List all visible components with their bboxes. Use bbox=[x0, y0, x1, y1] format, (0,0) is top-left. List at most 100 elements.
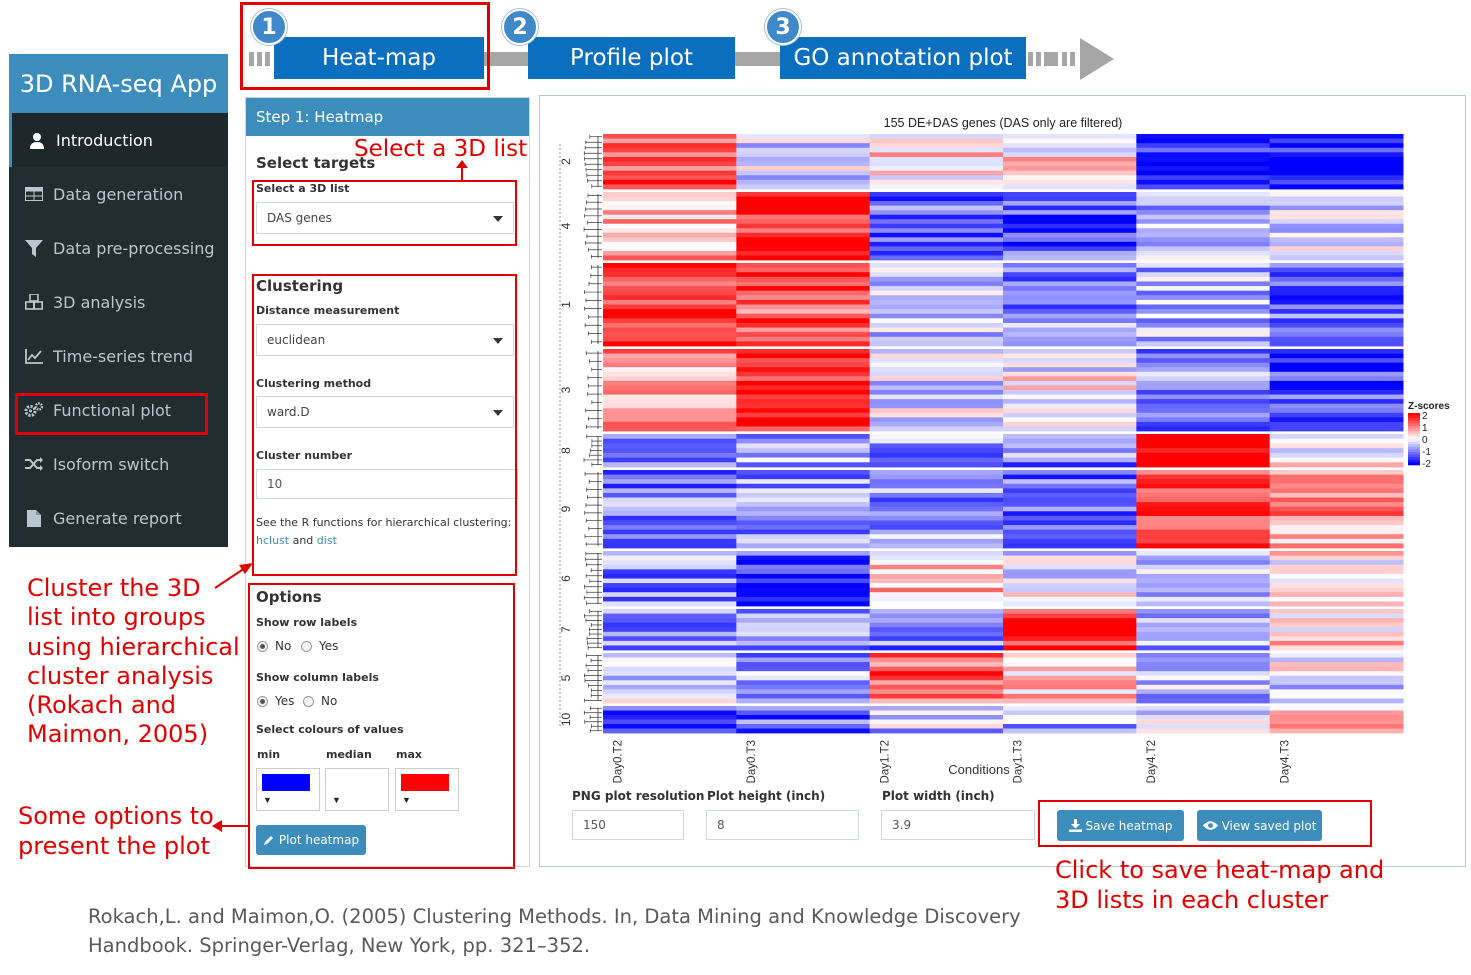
annotation-options-note: Some options to present the plot bbox=[18, 802, 214, 860]
heatmap-cell bbox=[1136, 698, 1271, 704]
heatmap-cell bbox=[1136, 385, 1271, 391]
heatmap-cell bbox=[869, 250, 1004, 256]
arrow-left-icon bbox=[212, 820, 250, 832]
heatmap-cell bbox=[1003, 232, 1137, 238]
sidebar-item-time-series-trend[interactable]: Time-series trend bbox=[9, 329, 228, 383]
heatmap-cell bbox=[603, 309, 737, 315]
median-colour-picker[interactable]: ▼ bbox=[325, 768, 389, 811]
heatmap-cell bbox=[869, 497, 1004, 503]
hclust-link[interactable]: hclust bbox=[256, 534, 290, 547]
heatmap-cell bbox=[869, 237, 1004, 243]
heatmap-cell bbox=[1269, 693, 1404, 699]
min-colour-picker[interactable]: ▼ bbox=[256, 768, 320, 811]
heatmap-cell bbox=[1269, 497, 1404, 503]
step-profile-plot[interactable]: Profile plot bbox=[528, 37, 735, 79]
heatmap-cell bbox=[1269, 636, 1404, 642]
heatmap-cell bbox=[1269, 417, 1404, 423]
heatmap-cell bbox=[603, 281, 737, 287]
heatmap-cell bbox=[1269, 538, 1404, 544]
heatmap-cell bbox=[1136, 205, 1271, 211]
heatmap-cell bbox=[603, 192, 737, 197]
heatmap-cell bbox=[1269, 175, 1404, 181]
dist-link[interactable]: dist bbox=[316, 534, 337, 547]
step-number-2: 2 bbox=[502, 9, 538, 45]
sidebar-item-data-generation[interactable]: Data generation bbox=[9, 167, 228, 221]
heatmap-cell bbox=[736, 272, 871, 278]
max-colour-picker[interactable]: ▼ bbox=[395, 768, 459, 811]
heatmap-cell bbox=[603, 138, 737, 144]
heatmap-cell bbox=[1269, 483, 1404, 489]
heatmap-cell bbox=[1136, 152, 1271, 158]
heatmap-cell bbox=[1269, 578, 1404, 584]
resolution-input[interactable]: 150 bbox=[572, 810, 684, 840]
heatmap-cell bbox=[736, 376, 871, 382]
heatmap-cell bbox=[1269, 520, 1404, 526]
heatmap-cell bbox=[736, 698, 871, 704]
plot-height-input[interactable]: 8 bbox=[706, 810, 859, 840]
heatmap-cell bbox=[869, 232, 1004, 238]
heatmap-cell bbox=[603, 295, 737, 301]
connector-1-2 bbox=[484, 52, 530, 66]
3d-list-select[interactable]: DAS genes bbox=[256, 202, 514, 234]
col-labels-no-radio[interactable]: No bbox=[303, 694, 337, 708]
legend-tick: -1 bbox=[1422, 447, 1431, 458]
plot-heatmap-button[interactable]: Plot heatmap bbox=[256, 825, 366, 855]
sidebar-item-generate-report[interactable]: Generate report bbox=[9, 491, 228, 545]
heatmap-cell bbox=[1003, 578, 1137, 584]
heatmap-cell bbox=[869, 332, 1004, 338]
sidebar-item-functional-plot[interactable]: Functional plot bbox=[9, 383, 228, 437]
heatmap-cell bbox=[1136, 170, 1271, 176]
heatmap-cell bbox=[603, 232, 737, 238]
step-go-annotation-plot[interactable]: GO annotation plot bbox=[780, 37, 1026, 79]
heatmap-cell bbox=[603, 134, 737, 139]
sidebar-item-3d-analysis[interactable]: 3D analysis bbox=[9, 275, 228, 329]
heatmap-cell bbox=[1136, 192, 1271, 197]
heatmap-cell bbox=[1003, 534, 1137, 540]
heatmap-cell bbox=[869, 474, 1004, 480]
highlight-clustering bbox=[252, 274, 517, 576]
heatmap-cell bbox=[736, 653, 871, 658]
heatmap-cell bbox=[1269, 492, 1404, 498]
heatmap-cell bbox=[1136, 502, 1271, 508]
heatmap-cell bbox=[1269, 684, 1404, 690]
heatmap-cell bbox=[603, 179, 737, 185]
legend-gradient-step bbox=[1408, 436, 1420, 440]
heatmap-cell bbox=[1003, 353, 1137, 359]
clustering-method-select[interactable]: ward.D bbox=[256, 396, 514, 428]
heatmap-cell bbox=[1136, 161, 1271, 167]
cluster-number-input[interactable]: 10 bbox=[256, 469, 518, 499]
sidebar-item-introduction[interactable]: Introduction bbox=[9, 113, 228, 167]
heatmap-cell bbox=[869, 462, 1004, 468]
row-labels-no-radio[interactable]: No bbox=[257, 639, 291, 653]
heatmap-cell bbox=[603, 662, 737, 668]
see-functions-text: See the R functions for hierarchical clu… bbox=[256, 516, 512, 529]
heatmap-cell bbox=[1003, 295, 1137, 301]
radio-checked-icon bbox=[257, 640, 268, 652]
save-heatmap-button[interactable]: Save heatmap bbox=[1057, 810, 1184, 841]
sidebar-item-data-pre-processing[interactable]: Data pre-processing bbox=[9, 221, 228, 275]
heatmap-cell bbox=[603, 341, 737, 347]
heatmap-cell bbox=[1136, 675, 1271, 681]
step-heatmap[interactable]: Heat-map bbox=[274, 37, 484, 79]
distance-select[interactable]: euclidean bbox=[256, 324, 514, 356]
heatmap-cell bbox=[1136, 179, 1271, 185]
heatmap-cell bbox=[869, 689, 1004, 695]
heatmap-cell bbox=[1269, 394, 1404, 400]
heatmap-cell bbox=[603, 555, 737, 561]
heatmap-cell bbox=[1136, 689, 1271, 695]
heatmap-cell bbox=[1136, 309, 1271, 315]
plot-width-input[interactable]: 3.9 bbox=[881, 810, 1035, 840]
view-saved-plot-button[interactable]: View saved plot bbox=[1197, 810, 1322, 841]
row-labels-yes-radio[interactable]: Yes bbox=[301, 639, 338, 653]
heatmap-cell bbox=[1269, 511, 1404, 517]
heatmap-cell bbox=[736, 438, 871, 444]
heatmap-cell bbox=[1003, 336, 1137, 342]
sidebar-item-isoform-switch[interactable]: Isoform switch bbox=[9, 437, 228, 491]
heatmap-cell bbox=[869, 592, 1004, 598]
heatmap-cell bbox=[603, 417, 737, 423]
heatmap-cell bbox=[1136, 627, 1271, 633]
heatmap-cell bbox=[1003, 728, 1137, 734]
heatmap-cell bbox=[603, 684, 737, 690]
col-labels-yes-radio[interactable]: Yes bbox=[257, 694, 294, 708]
